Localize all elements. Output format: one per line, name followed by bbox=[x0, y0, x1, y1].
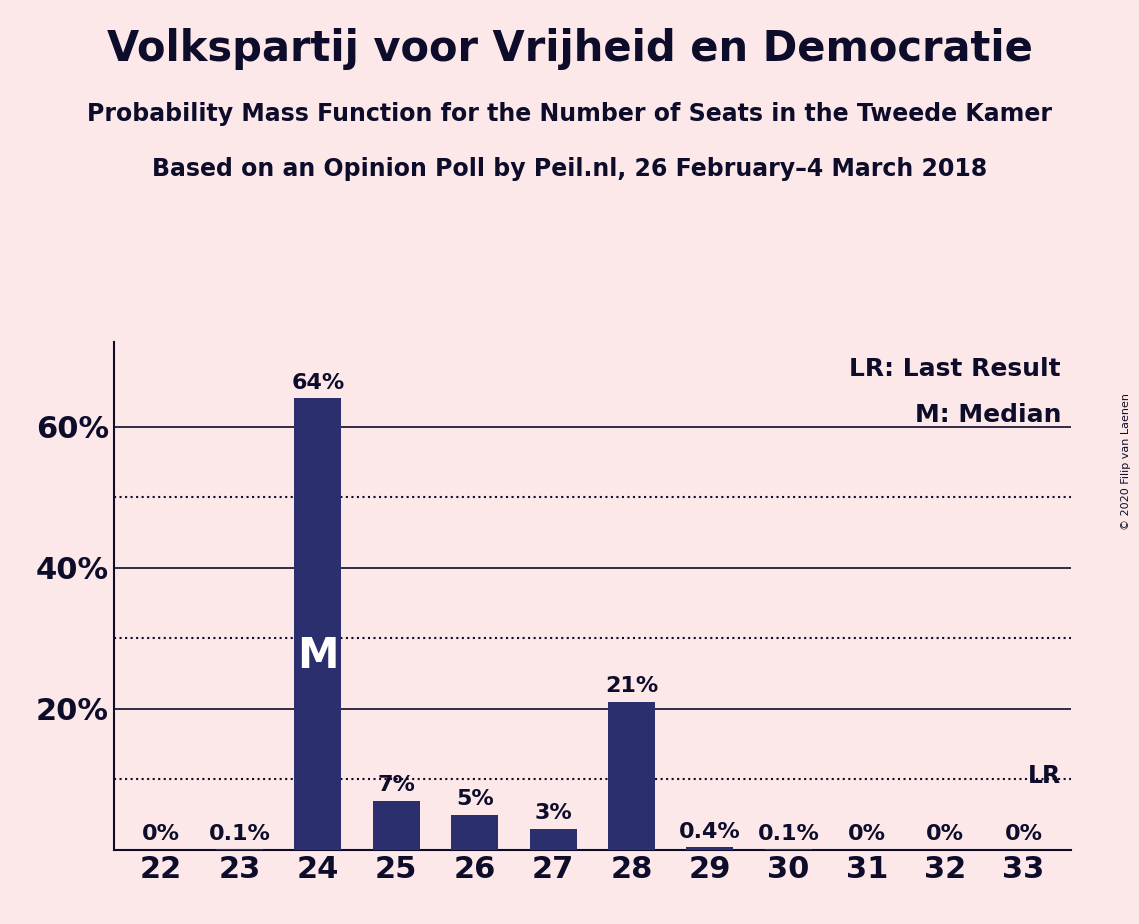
Text: 64%: 64% bbox=[292, 372, 344, 393]
Text: 0.1%: 0.1% bbox=[208, 823, 270, 844]
Text: 0.1%: 0.1% bbox=[757, 823, 819, 844]
Text: LR: Last Result: LR: Last Result bbox=[850, 358, 1062, 381]
Text: 0.4%: 0.4% bbox=[679, 821, 740, 842]
Text: 0%: 0% bbox=[847, 824, 886, 845]
Text: 3%: 3% bbox=[534, 803, 572, 823]
Bar bbox=[372, 801, 420, 850]
Text: LR: LR bbox=[1029, 764, 1062, 788]
Text: Probability Mass Function for the Number of Seats in the Tweede Kamer: Probability Mass Function for the Number… bbox=[87, 102, 1052, 126]
Text: 5%: 5% bbox=[456, 789, 493, 809]
Bar bbox=[608, 702, 655, 850]
Bar bbox=[687, 847, 734, 850]
Text: 0%: 0% bbox=[926, 824, 965, 845]
Text: M: M bbox=[297, 635, 338, 677]
Bar bbox=[530, 829, 576, 850]
Text: Based on an Opinion Poll by Peil.nl, 26 February–4 March 2018: Based on an Opinion Poll by Peil.nl, 26 … bbox=[151, 157, 988, 181]
Text: Volkspartij voor Vrijheid en Democratie: Volkspartij voor Vrijheid en Democratie bbox=[107, 28, 1032, 69]
Bar bbox=[294, 398, 342, 850]
Text: © 2020 Filip van Laenen: © 2020 Filip van Laenen bbox=[1121, 394, 1131, 530]
Text: 0%: 0% bbox=[1005, 824, 1042, 845]
Text: 0%: 0% bbox=[142, 824, 180, 845]
Bar bbox=[451, 815, 498, 850]
Text: 7%: 7% bbox=[377, 775, 415, 795]
Text: 21%: 21% bbox=[605, 676, 658, 696]
Text: M: Median: M: Median bbox=[915, 403, 1062, 427]
